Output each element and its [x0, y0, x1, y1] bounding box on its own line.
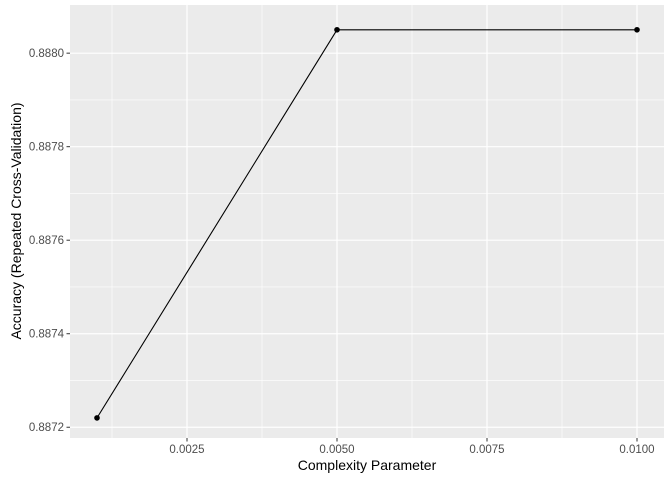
- data-point: [334, 26, 340, 33]
- minor-gridlines: [70, 5, 664, 438]
- series-line-group: [94, 26, 640, 421]
- y-tick-label: 0.8872: [29, 422, 64, 434]
- major-gridlines: [70, 5, 664, 438]
- y-tick-label: 0.8876: [29, 235, 64, 247]
- plot-panel: [70, 5, 664, 438]
- y-tick-label: 0.8874: [29, 329, 65, 341]
- y-tick-label: 0.8880: [29, 48, 64, 60]
- data-point: [94, 415, 100, 421]
- y-axis-title: Accuracy (Repeated Cross-Validation): [8, 102, 24, 339]
- x-axis-title: Complexity Parameter: [298, 457, 437, 473]
- x-tick-label: 0.0100: [619, 444, 654, 456]
- data-point: [634, 26, 640, 33]
- axis-ticks: [66, 52, 638, 442]
- x-tick-label: 0.0025: [169, 444, 204, 456]
- x-tick-label: 0.0075: [469, 444, 504, 456]
- y-tick-label: 0.8878: [29, 142, 64, 154]
- x-tick-label: 0.0050: [319, 444, 354, 456]
- tick-labels: 0.0025 0.0050 0.0075 0.0100 0.8872 0.8874 0.88…: [29, 48, 655, 456]
